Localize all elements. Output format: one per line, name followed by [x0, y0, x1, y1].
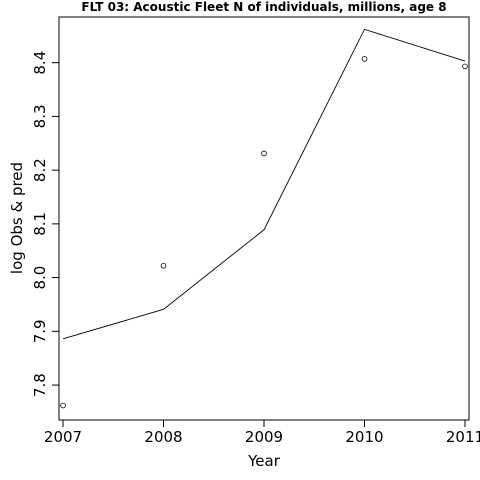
y-tick-label: 8.4 — [31, 51, 49, 75]
y-tick-label: 8.1 — [31, 212, 49, 236]
x-tick-label: 2007 — [44, 428, 82, 446]
plot-frame — [58, 16, 470, 421]
y-tick-label: 7.8 — [31, 373, 49, 397]
observed-point — [361, 56, 368, 62]
y-tick-label: 7.9 — [31, 319, 49, 343]
predicted-line — [62, 28, 466, 340]
observed-point — [261, 150, 267, 157]
observed-point — [60, 402, 66, 409]
x-tick-label: 2009 — [245, 428, 283, 446]
x-axis: 2007 2008 2009 2010 2011 — [44, 420, 480, 446]
y-axis-label: log Obs & pred — [8, 162, 26, 274]
series-layer — [60, 28, 468, 409]
observed-point — [462, 63, 468, 70]
y-tick-label: 8.3 — [31, 104, 49, 128]
y-axis: 7.8 7.9 8.0 8.1 8.2 8.3 8.4 — [31, 51, 59, 397]
y-tick-label: 8.0 — [31, 266, 49, 290]
x-tick-label: 2011 — [446, 428, 480, 446]
y-tick-label: 8.2 — [31, 158, 49, 182]
x-axis-label: Year — [247, 452, 281, 470]
observed-point — [160, 262, 167, 269]
chart-title: FLT 03: Acoustic Fleet N of individuals,… — [81, 0, 446, 14]
x-tick-label: 2010 — [345, 428, 383, 446]
x-tick-label: 2008 — [144, 428, 182, 446]
